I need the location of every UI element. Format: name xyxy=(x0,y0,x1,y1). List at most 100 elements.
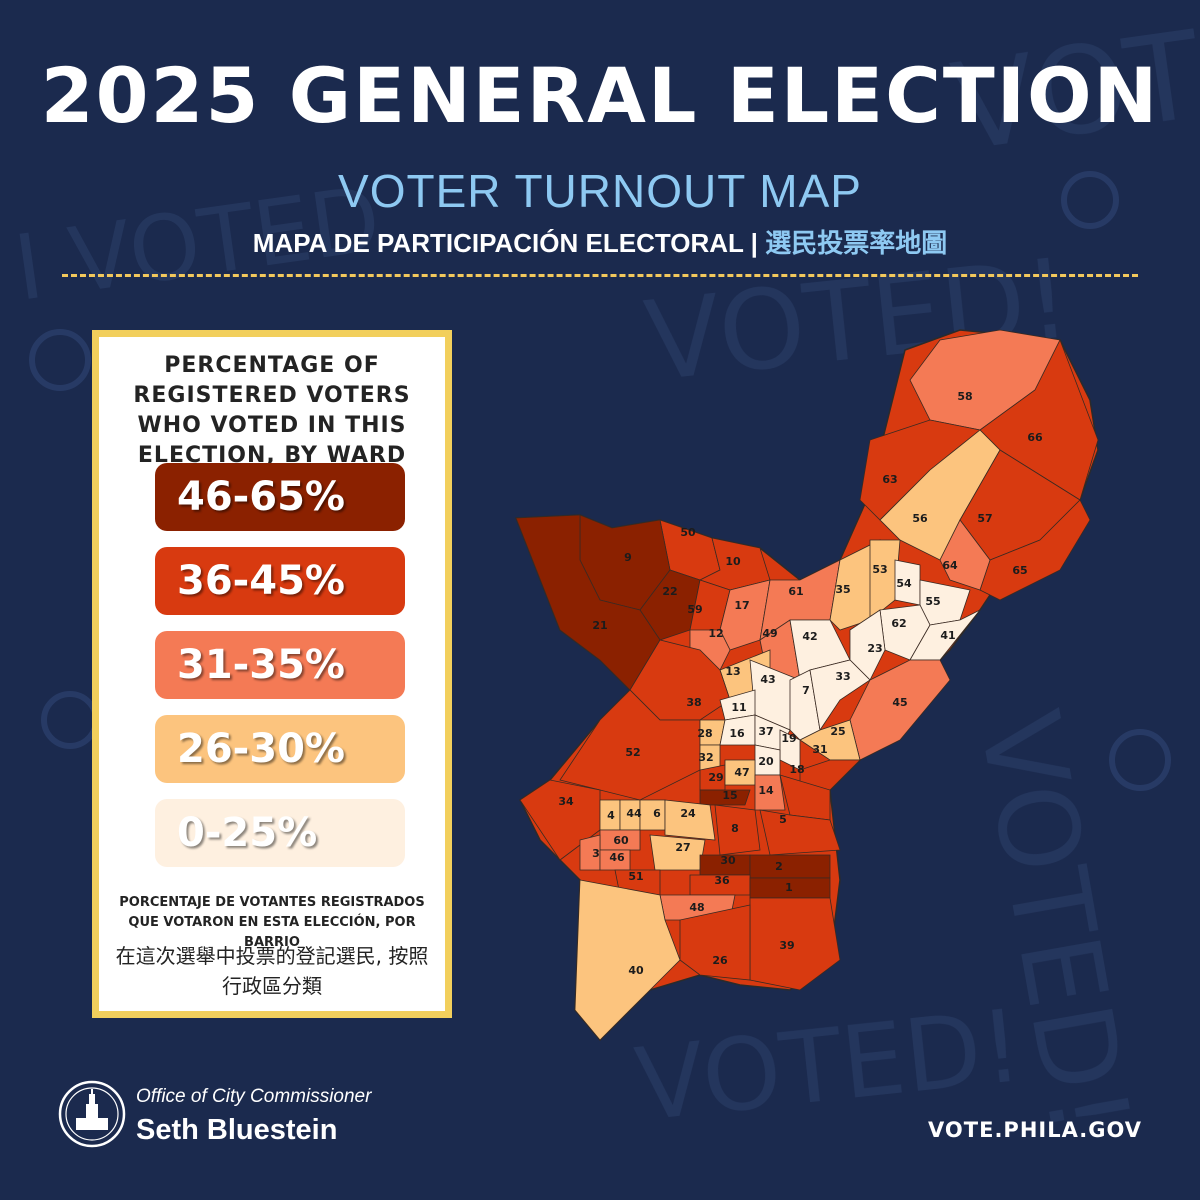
ward-label: 15 xyxy=(722,789,737,802)
ward-label: 45 xyxy=(892,696,907,709)
dashed-divider xyxy=(62,274,1138,277)
subtitle-separator: | xyxy=(743,228,766,258)
ward-label: 61 xyxy=(788,585,803,598)
ward-label: 60 xyxy=(613,834,629,847)
subtitle-chinese: 選民投票率地圖 xyxy=(765,228,948,258)
ward-label: 52 xyxy=(625,746,640,759)
ward-label: 6 xyxy=(653,807,661,820)
office-name: Seth Bluestein xyxy=(136,1114,338,1146)
ward-2 xyxy=(749,854,831,879)
ward-label: 26 xyxy=(712,954,728,967)
ward-39 xyxy=(749,897,841,991)
office-label: Office of City Commissioner xyxy=(136,1086,372,1107)
ward-64 xyxy=(939,519,991,591)
legend-bin-label: 0-25% xyxy=(177,810,318,856)
ward-label: 59 xyxy=(687,603,702,616)
ward-21 xyxy=(515,514,661,691)
ward-label: 49 xyxy=(762,627,777,640)
ward-label: 9 xyxy=(624,551,632,564)
ward-label: 4 xyxy=(607,809,615,822)
city-hall-seal-icon xyxy=(58,1080,126,1148)
ward-label: 55 xyxy=(925,595,940,608)
ward-label: 20 xyxy=(758,755,774,768)
ward-label: 36 xyxy=(714,874,730,887)
ward-41 xyxy=(909,609,981,661)
ward-label: 43 xyxy=(760,673,775,686)
ward-label: 14 xyxy=(758,784,774,797)
ward-label: 50 xyxy=(680,526,696,539)
page-title: 2025 GENERAL ELECTION xyxy=(40,51,1160,140)
ward-label: 22 xyxy=(662,585,677,598)
legend-heading-spanish: PORCENTAJE DE VOTANTES REGISTRADOS QUE V… xyxy=(119,895,425,950)
legend-bin-26-30: 26-30% xyxy=(155,715,405,783)
ward-label: 3 xyxy=(592,847,600,860)
ward-23 xyxy=(849,609,886,681)
ward-label: 39 xyxy=(779,939,794,952)
ward-label: 28 xyxy=(697,727,712,740)
ward-14 xyxy=(754,774,786,811)
ward-15 xyxy=(699,789,751,806)
ward-label: 23 xyxy=(867,642,882,655)
ward-label: 37 xyxy=(758,725,773,738)
ward-label: 66 xyxy=(1027,431,1043,444)
ward-8 xyxy=(714,804,761,856)
ward-label: 35 xyxy=(835,583,850,596)
ward-label: 54 xyxy=(896,577,912,590)
ward-label: 17 xyxy=(734,599,749,612)
ward-17 xyxy=(719,579,771,651)
legend-bin-label: 31-35% xyxy=(177,642,346,688)
ward-label: 57 xyxy=(977,512,992,525)
legend-bin-36-45: 36-45% xyxy=(155,547,405,615)
legend-heading: PERCENTAGE OF REGISTERED VOTERS WHO VOTE… xyxy=(133,353,411,468)
legend-bin-46-65: 46-65% xyxy=(155,463,405,531)
legend-bin-label: 46-65% xyxy=(177,474,346,520)
ward-label: 38 xyxy=(686,696,701,709)
subtitle-spanish: MAPA DE PARTICIPACIÓN ELECTORAL xyxy=(252,228,744,258)
ward-label: 64 xyxy=(942,559,958,572)
legend-panel: PERCENTAGE OF REGISTERED VOTERS WHO VOTE… xyxy=(92,330,452,1018)
ward-label: 33 xyxy=(835,670,850,683)
ward-24 xyxy=(664,799,716,841)
ward-label: 13 xyxy=(725,665,740,678)
ward-label: 1 xyxy=(785,881,793,894)
ward-33 xyxy=(809,659,871,732)
ward-label: 8 xyxy=(731,822,739,835)
ward-label: 65 xyxy=(1012,564,1027,577)
legend-bin-31-35: 31-35% xyxy=(155,631,405,699)
ward-label: 56 xyxy=(912,512,928,525)
ward-label: 29 xyxy=(708,771,723,784)
ward-40 xyxy=(574,879,681,1041)
ward-label: 18 xyxy=(789,763,804,776)
ward-label: 40 xyxy=(628,964,644,977)
ward-label: 41 xyxy=(940,629,955,642)
ward-label: 62 xyxy=(891,617,906,630)
ward-label: 12 xyxy=(708,627,723,640)
ward-26 xyxy=(679,904,751,981)
ward-label: 53 xyxy=(872,563,887,576)
ward-25 xyxy=(799,719,861,761)
ward-label: 58 xyxy=(957,390,972,403)
website-link[interactable]: VOTE.PHILA.GOV xyxy=(928,1118,1142,1142)
ward-label: 21 xyxy=(592,619,607,632)
ward-label: 11 xyxy=(731,701,746,714)
legend-bin-label: 26-30% xyxy=(177,726,346,772)
ward-label: 51 xyxy=(628,870,643,883)
ward-label: 48 xyxy=(689,901,704,914)
translated-titles: MAPA DE PARTICIPACIÓN ELECTORAL | 選民投票率地… xyxy=(0,230,1200,256)
ward-label: 34 xyxy=(558,795,574,808)
legend-bin-0-25: 0-25% xyxy=(155,799,405,867)
ward-label: 10 xyxy=(725,555,741,568)
ward-label: 42 xyxy=(802,630,817,643)
ward-label: 47 xyxy=(734,766,749,779)
ward-label: 19 xyxy=(781,732,796,745)
ward-label: 5 xyxy=(779,813,787,826)
ward-label: 27 xyxy=(675,841,690,854)
ward-label: 24 xyxy=(680,807,696,820)
ward-label: 46 xyxy=(609,851,625,864)
legend-bin-label: 36-45% xyxy=(177,558,346,604)
ward-label: 32 xyxy=(698,751,713,764)
ward-label: 25 xyxy=(830,725,845,738)
page-subtitle: VOTER TURNOUT MAP xyxy=(338,165,862,217)
